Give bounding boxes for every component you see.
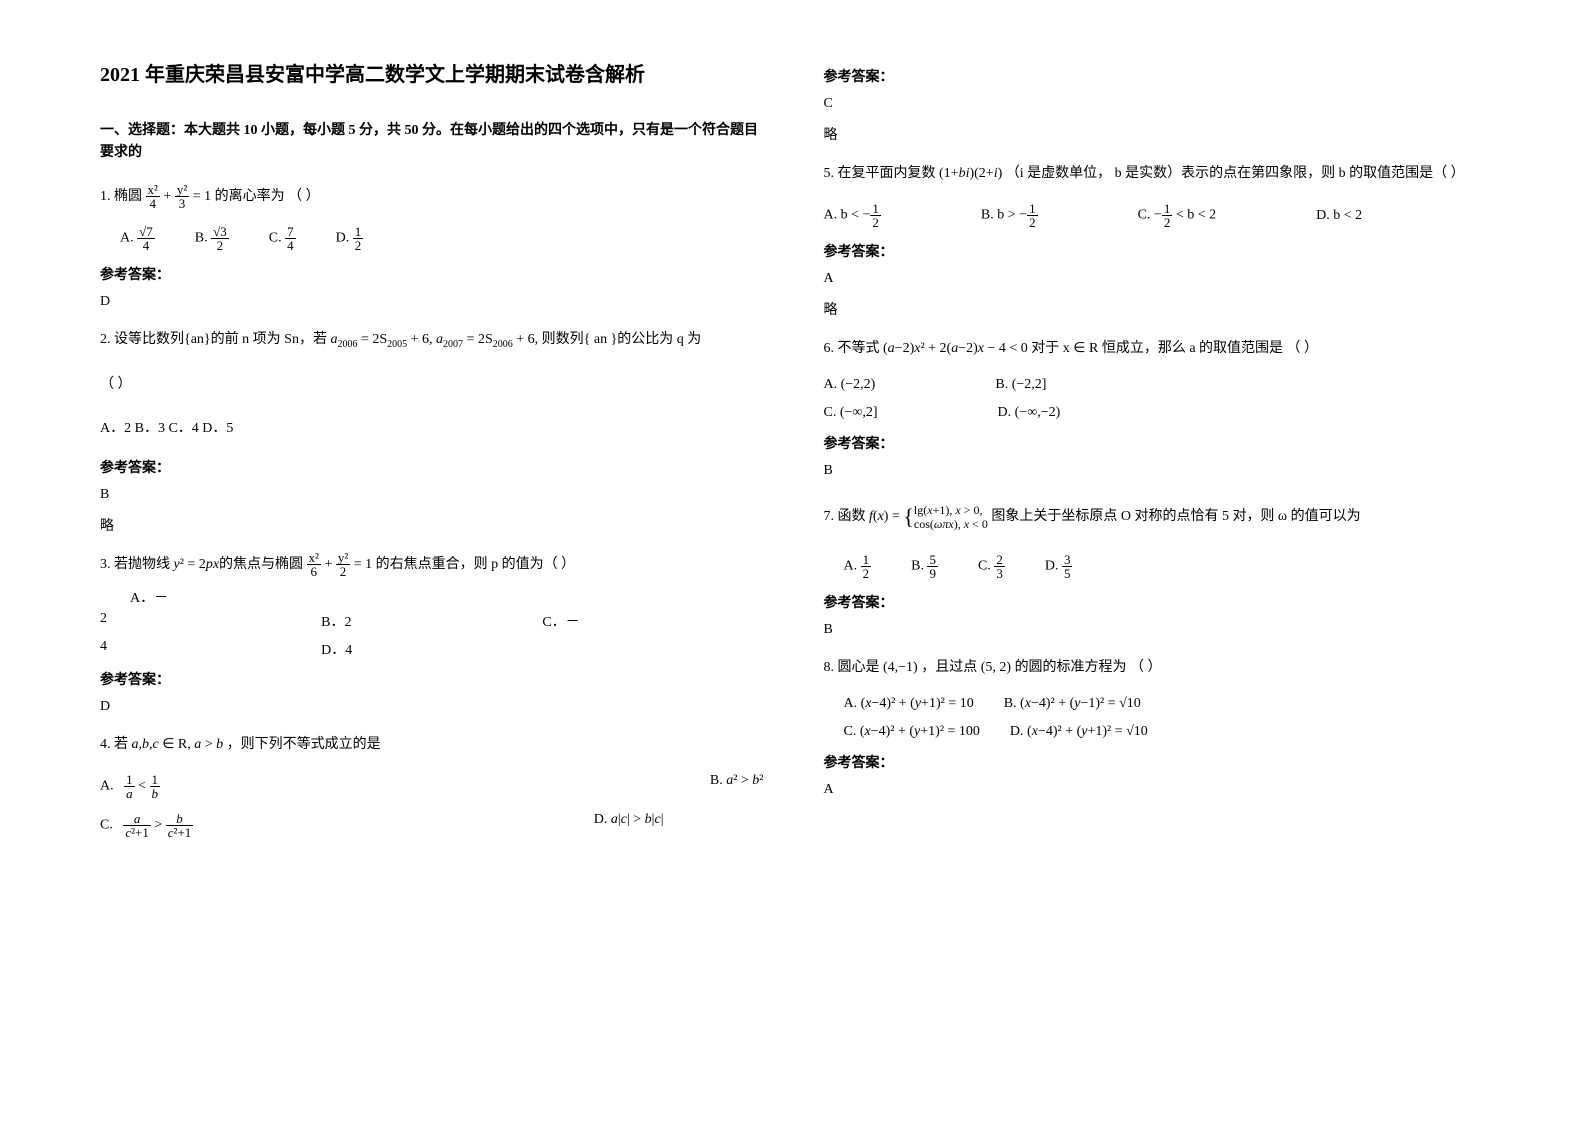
q3-stem-prefix: 3. 若抛物线 — [100, 557, 170, 572]
q6-row2: C. (−∞,2] D. (−∞,−2) — [824, 405, 1488, 421]
q2-stem-suffix: 则数列{ an }的公比为 q 为 — [542, 332, 702, 347]
q8-optB: B. (x−4)² + (y−1)² = √10 — [1004, 696, 1141, 712]
q6-optA: A. (−2,2) — [824, 377, 876, 393]
q1-optC: C. 74 — [269, 225, 296, 252]
q5-options: A. b < −12 B. b > −12 C. −12 < b < 2 D. … — [824, 202, 1488, 229]
q4-note: 略 — [824, 124, 1488, 144]
q4-answer: C — [824, 96, 1488, 112]
q1-options: A. √74 B. √32 C. 74 D. 12 — [120, 225, 764, 252]
q7-answer: B — [824, 622, 1488, 638]
q5-note: 略 — [824, 299, 1488, 319]
q6-formula: (a−2)x² + 2(a−2)x − 4 < 0 — [883, 341, 1028, 356]
question-4: 4. 若 a,b,c ∈ R, a > b ，则下列不等式成立的是 — [100, 731, 764, 759]
section-1-header: 一、选择题：本大题共 10 小题，每小题 5 分，共 50 分。在每小题给出的四… — [100, 120, 764, 165]
right-column: 参考答案： C 略 5. 在复平面内复数 (1+bi)(2+i) （i 是虚数单… — [824, 60, 1488, 1062]
q1-formula-frac2: y²3 — [175, 183, 189, 210]
q7-answer-label: 参考答案： — [824, 592, 1488, 612]
q4-optD: D. a|c| > b|c| — [594, 812, 664, 839]
question-6: 6. 不等式 (a−2)x² + 2(a−2)x − 4 < 0 对于 x ∈ … — [824, 335, 1488, 363]
q5-optA: A. b < −12 — [824, 202, 881, 229]
q7-optB: B. 59 — [911, 553, 938, 580]
q3-stem-suffix: 的右焦点重合，则 p 的值为（ ） — [376, 557, 576, 572]
q1-answer-label: 参考答案： — [100, 264, 764, 284]
q8-stem-prefix: 8. 圆心是 — [824, 660, 880, 675]
q8-stem-mid: ，且过点 — [921, 660, 977, 675]
q5-stem-prefix: 5. 在复平面内复数 — [824, 166, 936, 181]
q2-note: 略 — [100, 515, 764, 535]
q1-answer: D — [100, 294, 764, 310]
q7-optA: A. 12 — [844, 553, 872, 580]
q6-row1: A. (−2,2) B. (−2,2] — [824, 377, 1488, 393]
q6-answer: B — [824, 463, 1488, 479]
q1-stem-suffix: 的离心率为 （ ） — [215, 189, 320, 204]
q5-optD: D. b < 2 — [1316, 208, 1362, 224]
q2-options: A．2 B．3 C．4 D．5 — [100, 415, 764, 443]
q8-point1: (4,−1) — [883, 660, 918, 675]
q8-point2: (5, 2) — [981, 660, 1011, 675]
q4-row1: A. 1a < 1b B. a² > b² — [100, 773, 764, 800]
q2-stem-prefix: 2. 设等比数列{an}的前 n 项为 Sn，若 — [100, 332, 327, 347]
q7-stem-suffix: 图象上关于坐标原点 O 对称的点恰有 5 对，则 ω 的值可以为 — [991, 509, 1360, 524]
q6-optB: B. (−2,2] — [995, 377, 1046, 393]
q4-formula: a,b,c ∈ R, a > b — [132, 737, 224, 752]
q5-optC: C. −12 < b < 2 — [1138, 202, 1217, 229]
q7-optD: D. 35 — [1045, 553, 1073, 580]
question-7: 7. 函数 f(x) = {lg(x+1), x > 0,cos(ωπx), x… — [824, 495, 1488, 539]
q7-formula: f(x) = {lg(x+1), x > 0,cos(ωπx), x < 0 — [869, 509, 988, 524]
q2-formula: a2006 = 2S2005 + 6, a2007 = 2S2006 + 6, — [330, 332, 538, 347]
question-8: 8. 圆心是 (4,−1) ，且过点 (5, 2) 的圆的标准方程为 （ ） — [824, 654, 1488, 682]
q3-frac1: x²6 — [307, 551, 321, 578]
question-2: 2. 设等比数列{an}的前 n 项为 Sn，若 a2006 = 2S2005 … — [100, 326, 764, 355]
q7-optC: C. 23 — [978, 553, 1005, 580]
q5-stem-mid: （i 是虚数单位， b 是实数）表示的点在第四象限，则 b 的取值范围是（ ） — [1006, 166, 1465, 181]
q3-answer-label: 参考答案： — [100, 669, 764, 689]
q6-optD: D. (−∞,−2) — [998, 405, 1061, 421]
q1-optA: A. √74 — [120, 225, 155, 252]
q5-optB: B. b > −12 — [981, 202, 1038, 229]
q3-row2: 4 D．4 — [100, 639, 764, 659]
q8-optA: A. (x−4)² + (y+1)² = 10 — [844, 696, 974, 712]
q8-answer-label: 参考答案： — [824, 752, 1488, 772]
q6-optC: C. (−∞,2] — [824, 405, 878, 421]
q4-stem-prefix: 4. 若 — [100, 737, 128, 752]
q6-answer-label: 参考答案： — [824, 433, 1488, 453]
q8-row2: C. (x−4)² + (y+1)² = 100 D. (x−4)² + (y+… — [844, 724, 1488, 740]
q4-optA: A. 1a < 1b — [100, 773, 160, 800]
q7-stem-prefix: 7. 函数 — [824, 509, 866, 524]
q8-row1: A. (x−4)² + (y+1)² = 10 B. (x−4)² + (y−1… — [844, 696, 1488, 712]
q4-optB: B. a² > b² — [710, 773, 764, 800]
q2-blank: （ ） — [100, 371, 764, 399]
q1-optB: B. √32 — [195, 225, 229, 252]
q4-optC: C. ac²+1 > bc²+1 — [100, 812, 193, 839]
q2-answer-label: 参考答案： — [100, 457, 764, 477]
exam-title: 2021 年重庆荣昌县安富中学高二数学文上学期期末试卷含解析 — [100, 60, 764, 90]
q2-answer: B — [100, 487, 764, 503]
q5-answer: A — [824, 271, 1488, 287]
q4-answer-label: 参考答案： — [824, 66, 1488, 86]
q4-row2: C. ac²+1 > bc²+1 D. a|c| > b|c| — [100, 812, 764, 839]
question-5: 5. 在复平面内复数 (1+bi)(2+i) （i 是虚数单位， b 是实数）表… — [824, 160, 1488, 188]
q5-answer-label: 参考答案： — [824, 241, 1488, 261]
q1-optD: D. 12 — [336, 225, 364, 252]
question-3: 3. 若抛物线 y² = 2px的焦点与椭圆 x²6 + y²2 = 1 的右焦… — [100, 551, 764, 579]
q4-stem-suffix: ，则下列不等式成立的是 — [227, 737, 381, 752]
q7-options: A. 12 B. 59 C. 23 D. 35 — [844, 553, 1488, 580]
q3-row1: 2 B．2 C．－ — [100, 611, 764, 631]
q1-stem-prefix: 1. 椭圆 — [100, 189, 142, 204]
q1-formula-frac1: x²4 — [146, 183, 160, 210]
q3-answer: D — [100, 699, 764, 715]
q8-answer: A — [824, 782, 1488, 798]
q8-optC: C. (x−4)² + (y+1)² = 100 — [844, 724, 980, 740]
q8-optD: D. (x−4)² + (y+1)² = √10 — [1010, 724, 1148, 740]
q5-formula: (1+bi)(2+i) — [939, 166, 1002, 181]
q8-stem-suffix: 的圆的标准方程为 （ ） — [1015, 660, 1162, 675]
left-column: 2021 年重庆荣昌县安富中学高二数学文上学期期末试卷含解析 一、选择题：本大题… — [100, 60, 764, 1062]
q3-frac2: y²2 — [336, 551, 350, 578]
question-1: 1. 椭圆 x²4 + y²3 = 1 的离心率为 （ ） — [100, 183, 764, 211]
q3-optA: A．－ — [130, 587, 764, 607]
q6-stem-mid: 对于 x ∈ R 恒成立，那么 a 的取值范围是 （ ） — [1031, 341, 1318, 356]
q6-stem-prefix: 6. 不等式 — [824, 341, 880, 356]
q3-formula1: y² = 2px的焦点与椭圆 — [174, 557, 304, 572]
